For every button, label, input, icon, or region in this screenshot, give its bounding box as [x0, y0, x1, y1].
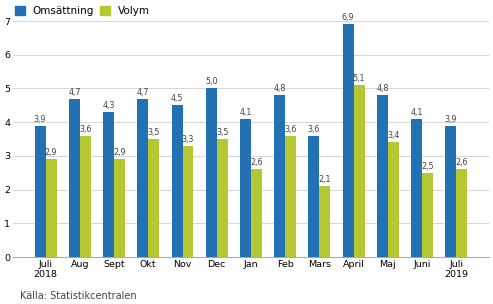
Bar [285, 136, 296, 257]
Text: 2,9: 2,9 [45, 148, 57, 157]
Bar [138, 98, 148, 257]
Text: 4,8: 4,8 [376, 84, 388, 93]
Text: 3,6: 3,6 [308, 125, 320, 134]
Bar [388, 142, 399, 257]
Text: 2,6: 2,6 [250, 158, 263, 168]
Legend: Omsättning, Volym: Omsättning, Volym [15, 6, 150, 16]
Text: 2,6: 2,6 [456, 158, 468, 168]
Bar [114, 159, 125, 257]
Bar [251, 169, 262, 257]
Bar [46, 159, 57, 257]
Bar [69, 98, 80, 257]
Text: Källa: Statistikcentralen: Källa: Statistikcentralen [20, 291, 137, 301]
Text: 2,5: 2,5 [421, 162, 434, 171]
Text: 4,8: 4,8 [274, 84, 286, 93]
Bar [80, 136, 91, 257]
Bar [456, 169, 467, 257]
Text: 4,7: 4,7 [137, 88, 149, 97]
Text: 3,5: 3,5 [216, 128, 228, 137]
Text: 4,7: 4,7 [68, 88, 81, 97]
Text: 3,4: 3,4 [387, 131, 399, 140]
Bar [240, 119, 251, 257]
Bar [411, 119, 422, 257]
Text: 2,9: 2,9 [113, 148, 126, 157]
Bar [422, 173, 433, 257]
Bar [182, 146, 193, 257]
Text: 3,6: 3,6 [284, 125, 297, 134]
Text: 5,1: 5,1 [353, 74, 365, 83]
Text: 4,5: 4,5 [171, 94, 183, 103]
Text: 3,9: 3,9 [445, 115, 457, 123]
Text: 2,1: 2,1 [318, 175, 331, 184]
Text: 4,1: 4,1 [239, 108, 251, 117]
Bar [217, 139, 228, 257]
Bar [343, 24, 353, 257]
Bar [353, 85, 364, 257]
Bar [206, 88, 217, 257]
Bar [35, 126, 46, 257]
Text: 5,0: 5,0 [205, 78, 217, 86]
Text: 3,9: 3,9 [34, 115, 46, 123]
Bar [445, 126, 456, 257]
Bar [148, 139, 159, 257]
Bar [274, 95, 285, 257]
Text: 3,6: 3,6 [79, 125, 92, 134]
Bar [377, 95, 388, 257]
Bar [319, 186, 330, 257]
Text: 6,9: 6,9 [342, 13, 354, 22]
Text: 4,1: 4,1 [410, 108, 423, 117]
Text: 4,3: 4,3 [103, 101, 115, 110]
Bar [172, 105, 182, 257]
Text: 3,3: 3,3 [182, 135, 194, 144]
Bar [309, 136, 319, 257]
Text: 3,5: 3,5 [147, 128, 160, 137]
Bar [103, 112, 114, 257]
